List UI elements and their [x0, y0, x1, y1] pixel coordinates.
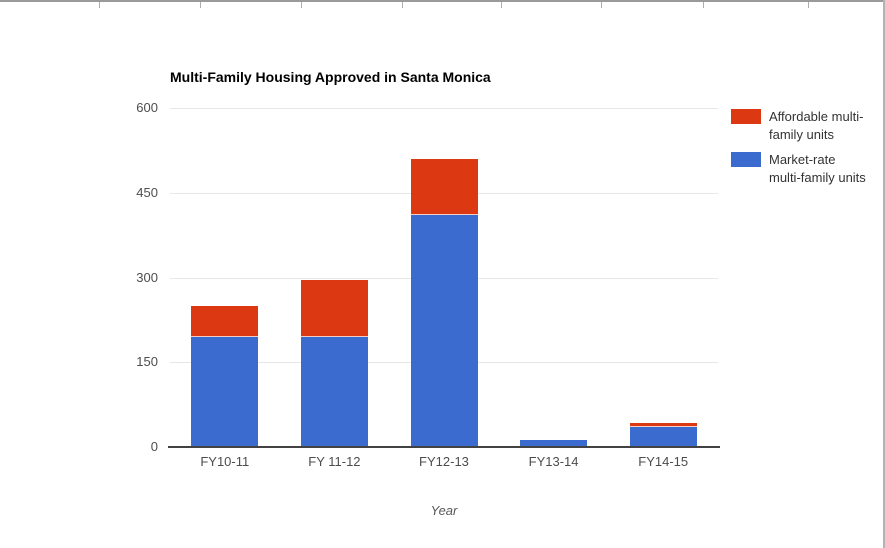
- bar-FY13-14: [520, 440, 588, 447]
- ruler-tick: [601, 2, 602, 8]
- bar-segment-affordable[interactable]: [300, 280, 368, 337]
- bar-FY14-15: [629, 423, 697, 447]
- y-tick-label-0: 0: [150, 439, 158, 454]
- bar-segment-market-rate[interactable]: [410, 215, 478, 447]
- x-tick-label-FY12-13: FY12-13: [419, 454, 469, 469]
- chart-title: Multi-Family Housing Approved in Santa M…: [170, 69, 491, 85]
- y-tick-label-150: 150: [136, 354, 158, 370]
- x-tick-label-FY10-11: FY10-11: [200, 454, 250, 469]
- ruler-tick: [200, 2, 201, 8]
- legend-swatch-icon: [731, 109, 761, 124]
- plot-area: [168, 108, 720, 448]
- y-tick-label-450: 450: [136, 184, 158, 200]
- legend-item-label: Affordable multi-family units: [769, 109, 864, 142]
- legend: Affordable multi-family units Market-rate…: [731, 108, 883, 194]
- legend-swatch-icon: [731, 152, 761, 167]
- bar-segment-market-rate[interactable]: [520, 440, 588, 447]
- spreadsheet-ruler-line: [0, 0, 885, 2]
- gridline-600: [170, 108, 718, 109]
- ruler-tick: [808, 2, 809, 8]
- bar-FY11-12: [300, 280, 368, 447]
- legend-item-label: Market-rate multi-family units: [769, 152, 866, 185]
- x-tick-label-FY14-15: FY14-15: [638, 454, 689, 469]
- ruler-tick: [402, 2, 403, 8]
- x-tick-label-FY13-14: FY13-14: [528, 454, 579, 469]
- bar-FY10-11: [191, 305, 259, 447]
- ruler-tick: [703, 2, 704, 8]
- bar-segment-affordable[interactable]: [191, 305, 259, 337]
- y-tick-label-300: 300: [136, 269, 158, 285]
- y-tick-label-600: 600: [136, 100, 158, 115]
- legend-item-market-rate[interactable]: Market-rate multi-family units: [731, 151, 883, 187]
- ruler-tick: [301, 2, 302, 8]
- bar-segment-affordable[interactable]: [629, 423, 697, 428]
- right-edge-border: [883, 0, 885, 548]
- bar-segment-market-rate[interactable]: [629, 427, 697, 447]
- bar-FY12-13: [410, 158, 478, 447]
- ruler-tick: [99, 2, 100, 8]
- bar-segment-market-rate[interactable]: [300, 336, 368, 447]
- legend-item-affordable[interactable]: Affordable multi-family units: [731, 108, 883, 144]
- x-axis-baseline: [168, 446, 720, 448]
- bar-segment-market-rate[interactable]: [191, 336, 259, 447]
- x-axis-title: Year: [430, 503, 458, 518]
- bar-segment-affordable[interactable]: [410, 158, 478, 216]
- ruler-tick: [501, 2, 502, 8]
- x-tick-label-FY11-12: FY 11-12: [308, 454, 361, 469]
